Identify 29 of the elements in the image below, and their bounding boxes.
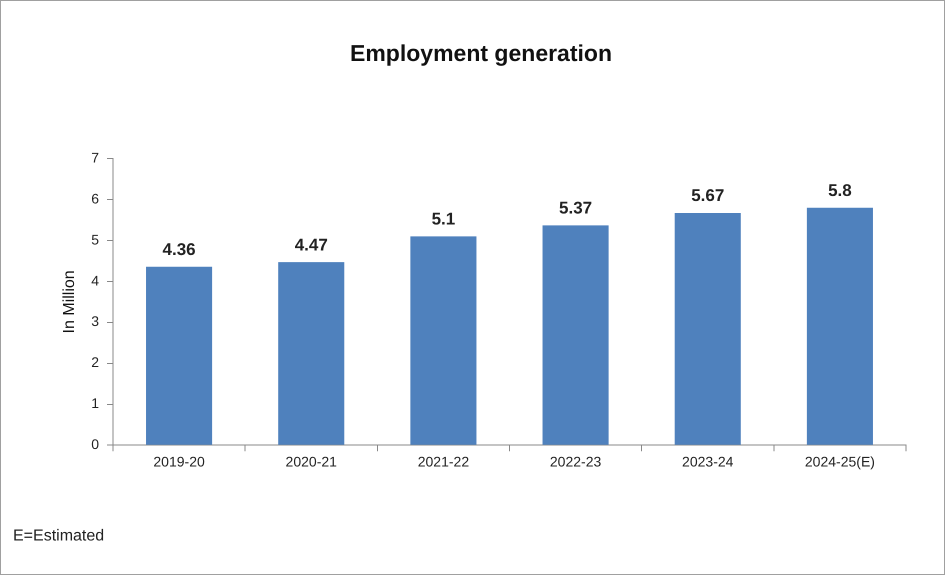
x-tick-label: 2024-25(E) xyxy=(804,453,875,470)
y-tick-label: 7 xyxy=(91,149,100,166)
bar xyxy=(146,266,212,445)
data-label: 5.67 xyxy=(691,186,724,206)
data-label: 4.36 xyxy=(162,240,196,259)
data-label: 5.1 xyxy=(432,210,456,229)
bar xyxy=(278,262,344,445)
data-label: 4.47 xyxy=(294,235,328,254)
bar xyxy=(542,225,609,445)
bar xyxy=(410,236,476,445)
y-axis-title: In Million xyxy=(61,270,78,334)
chart-title: Employment generation xyxy=(350,40,612,66)
y-tick-label: 2 xyxy=(91,354,100,370)
y-tick-label: 3 xyxy=(91,313,100,330)
y-tick-label: 4 xyxy=(91,272,100,288)
bar xyxy=(806,208,873,445)
x-tick-label: 2023-24 xyxy=(682,453,734,470)
text: E=Estimated xyxy=(13,527,104,544)
y-tick-label: 0 xyxy=(91,436,100,452)
x-tick-label: 2021-22 xyxy=(418,453,470,470)
y-tick-label: 6 xyxy=(91,190,100,206)
y-tick-label: 1 xyxy=(91,395,100,412)
bar xyxy=(674,213,741,445)
y-tick-label: 5 xyxy=(91,231,100,248)
data-label: 5.8 xyxy=(828,180,852,200)
x-tick-label: 2022-23 xyxy=(550,453,602,470)
x-tick-label: 2020-21 xyxy=(286,453,338,470)
data-label: 5.37 xyxy=(559,198,592,218)
x-tick-label: 2019-20 xyxy=(153,453,205,470)
